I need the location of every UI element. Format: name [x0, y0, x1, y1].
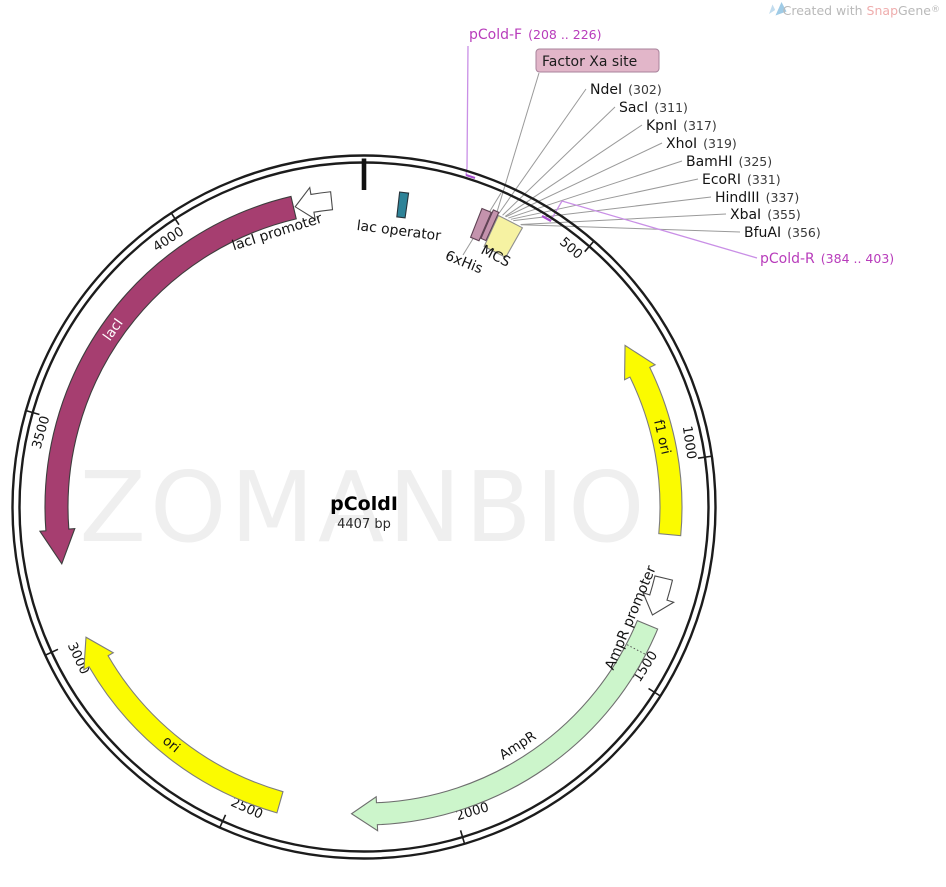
tick-mark-3000 — [45, 648, 59, 656]
snapgene-logo-icon — [769, 4, 776, 14]
enzyme-callout-bamhi — [508, 160, 683, 219]
primer-site-mark-pcold-r — [541, 215, 552, 222]
enzyme-label-xhoi[interactable]: XhoI (319) — [666, 136, 737, 152]
feature-label-f1-ori[interactable]: f1 ori — [650, 418, 674, 456]
enzyme-callout-kpni — [504, 124, 643, 217]
tick-mark-4000 — [170, 213, 180, 226]
feature-factor-xa-site[interactable] — [480, 209, 500, 242]
watermark: ZOMANBIO — [80, 451, 649, 564]
factor-xa-site-label-box[interactable] — [535, 48, 660, 73]
plasmid-title: pColdI — [330, 493, 398, 515]
feature-ampr-promoter[interactable] — [642, 575, 676, 616]
enzyme-label-bfuai[interactable]: BfuAI (356) — [744, 225, 821, 241]
enzyme-label-ecori[interactable]: EcoRI (331) — [702, 172, 781, 188]
callout-line-factor-xa-line — [496, 72, 540, 213]
feature-f1-ori[interactable] — [624, 344, 683, 537]
annotations-layer: NdeI (302) SacI (311) KpnI (317) XhoI (319) BamH… — [465, 27, 894, 267]
tick-mark-2000 — [459, 830, 466, 844]
feature-his-tag[interactable] — [469, 207, 493, 242]
snapgene-credit: Created with SnapGene® — [769, 2, 940, 18]
factor-xa-site-label[interactable]: Factor Xa site — [542, 54, 637, 70]
snapgene-logo-icon — [775, 2, 787, 16]
tick-label-1000: 1000 — [679, 425, 699, 460]
feature-ori[interactable] — [83, 636, 284, 814]
tick-mark-1500 — [648, 687, 661, 697]
tick-mark-2500 — [219, 814, 227, 828]
feature-mcs[interactable] — [483, 214, 524, 259]
primer-callout-pcold-r — [550, 200, 758, 259]
plasmid-size: 4407 bp — [337, 517, 391, 532]
features-layer — [38, 186, 683, 832]
enzyme-label-saci[interactable]: SacI (311) — [619, 100, 688, 116]
credit-text: Created with SnapGene® — [783, 3, 940, 18]
primer-callout-pcold-f — [465, 45, 469, 176]
enzyme-label-xbai[interactable]: XbaI (355) — [730, 207, 801, 223]
feature-laci[interactable] — [38, 195, 297, 565]
primer-site-mark-pcold-f — [465, 173, 476, 180]
tick-mark-500 — [584, 240, 595, 253]
enzyme-label-bamhi[interactable]: BamHI (325) — [686, 154, 772, 170]
enzyme-callout-saci — [502, 106, 616, 216]
tick-mark-3500 — [26, 410, 40, 416]
feature-label-lac-operator[interactable]: lac operator — [356, 218, 442, 245]
enzyme-callout-hindiii — [513, 196, 712, 222]
primer-label-pcold-r[interactable]: pCold-R (384 .. 403) — [760, 251, 894, 267]
primer-label-pcold-f[interactable]: pCold-F (208 .. 226) — [469, 27, 601, 43]
feature-ampr[interactable] — [350, 619, 659, 832]
enzyme-callout-ndei — [498, 88, 587, 214]
tick-mark-1000 — [697, 455, 712, 460]
enzyme-callout-bfuai — [520, 224, 741, 233]
plasmid-backbone-ring-outer — [11, 154, 717, 860]
enzyme-label-hindiii[interactable]: HindIII (337) — [715, 190, 799, 206]
enzyme-label-kpni[interactable]: KpnI (317) — [646, 118, 717, 134]
feature-laci-promoter[interactable] — [294, 186, 334, 221]
enzyme-callout-xhoi — [505, 142, 663, 218]
feature-lac-operator[interactable] — [396, 191, 410, 219]
tick-label-3500: 3500 — [30, 414, 54, 450]
feature-label-his-tag[interactable]: 6xHis — [443, 248, 485, 278]
enzyme-label-ndei[interactable]: NdeI (302) — [590, 82, 662, 98]
